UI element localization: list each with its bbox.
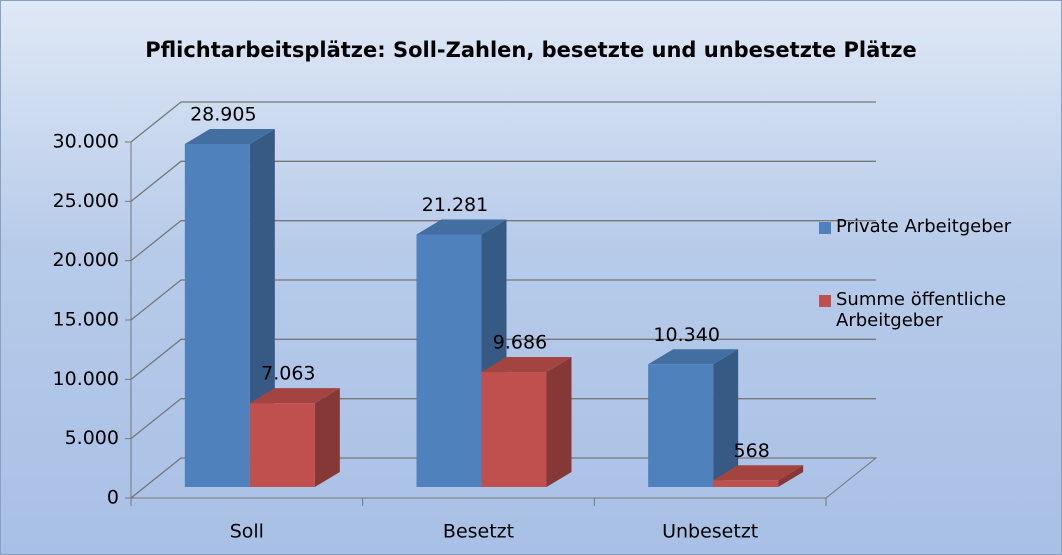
bar-top (249, 388, 340, 404)
x-tick-label: Soll (230, 521, 264, 543)
bar-top (713, 465, 804, 481)
bar (713, 465, 804, 487)
bar-top (184, 128, 275, 144)
legend-item: Private Arbeitgeber (819, 216, 1054, 237)
x-tick-label: Unbesetzt (662, 521, 758, 543)
legend-swatch (819, 222, 831, 234)
y-tick-label: 30.000 (53, 131, 119, 153)
y-tick-label: 25.000 (53, 190, 119, 212)
bar-top (416, 219, 507, 235)
bar-top (481, 357, 572, 373)
y-tick-label: 5.000 (65, 427, 119, 449)
grid-line (130, 220, 876, 262)
bar (249, 388, 340, 487)
bar-front (713, 480, 779, 487)
legend-label: Private Arbeitgeber (836, 216, 1012, 237)
chart-title: Pflichtarbeitsplätze: Soll-Zahlen, beset… (145, 38, 917, 62)
legend-label: Summe öffentliche Arbeitgeber (836, 289, 1007, 331)
y-tick-label: 15.000 (53, 309, 119, 331)
grid-line (130, 457, 876, 499)
x-tick-label: Besetzt (443, 521, 514, 543)
bar-side (314, 388, 340, 487)
bar-front (416, 234, 482, 487)
y-tick-label: 20.000 (53, 249, 119, 271)
y-tick-label: 10.000 (53, 368, 119, 390)
value-label: 28.905 (190, 103, 256, 125)
value-label: 10.340 (653, 324, 719, 346)
bar-front (648, 364, 714, 487)
grid-line (130, 279, 876, 321)
grid-line (130, 338, 876, 380)
grid-line (130, 101, 876, 143)
bar-side (546, 357, 572, 487)
bar-front (249, 403, 315, 487)
legend-swatch (819, 295, 831, 307)
bar (648, 349, 739, 487)
value-label: 7.063 (261, 363, 315, 385)
value-label: 568 (734, 440, 770, 462)
grid-line (130, 398, 876, 440)
legend: Private Arbeitgeber Summe öffentliche Arb… (819, 216, 1054, 383)
bar-front (184, 143, 250, 487)
bar-front (481, 372, 547, 487)
value-label: 21.281 (422, 194, 488, 216)
grid-line (130, 160, 876, 202)
y-tick-label: 0 (107, 487, 119, 509)
bar-top (648, 349, 739, 365)
bar-side (778, 465, 804, 487)
bar (481, 357, 572, 487)
bar-side (713, 349, 739, 487)
legend-item: Summe öffentliche Arbeitgeber (819, 289, 1054, 331)
value-label: 9.686 (493, 332, 547, 354)
